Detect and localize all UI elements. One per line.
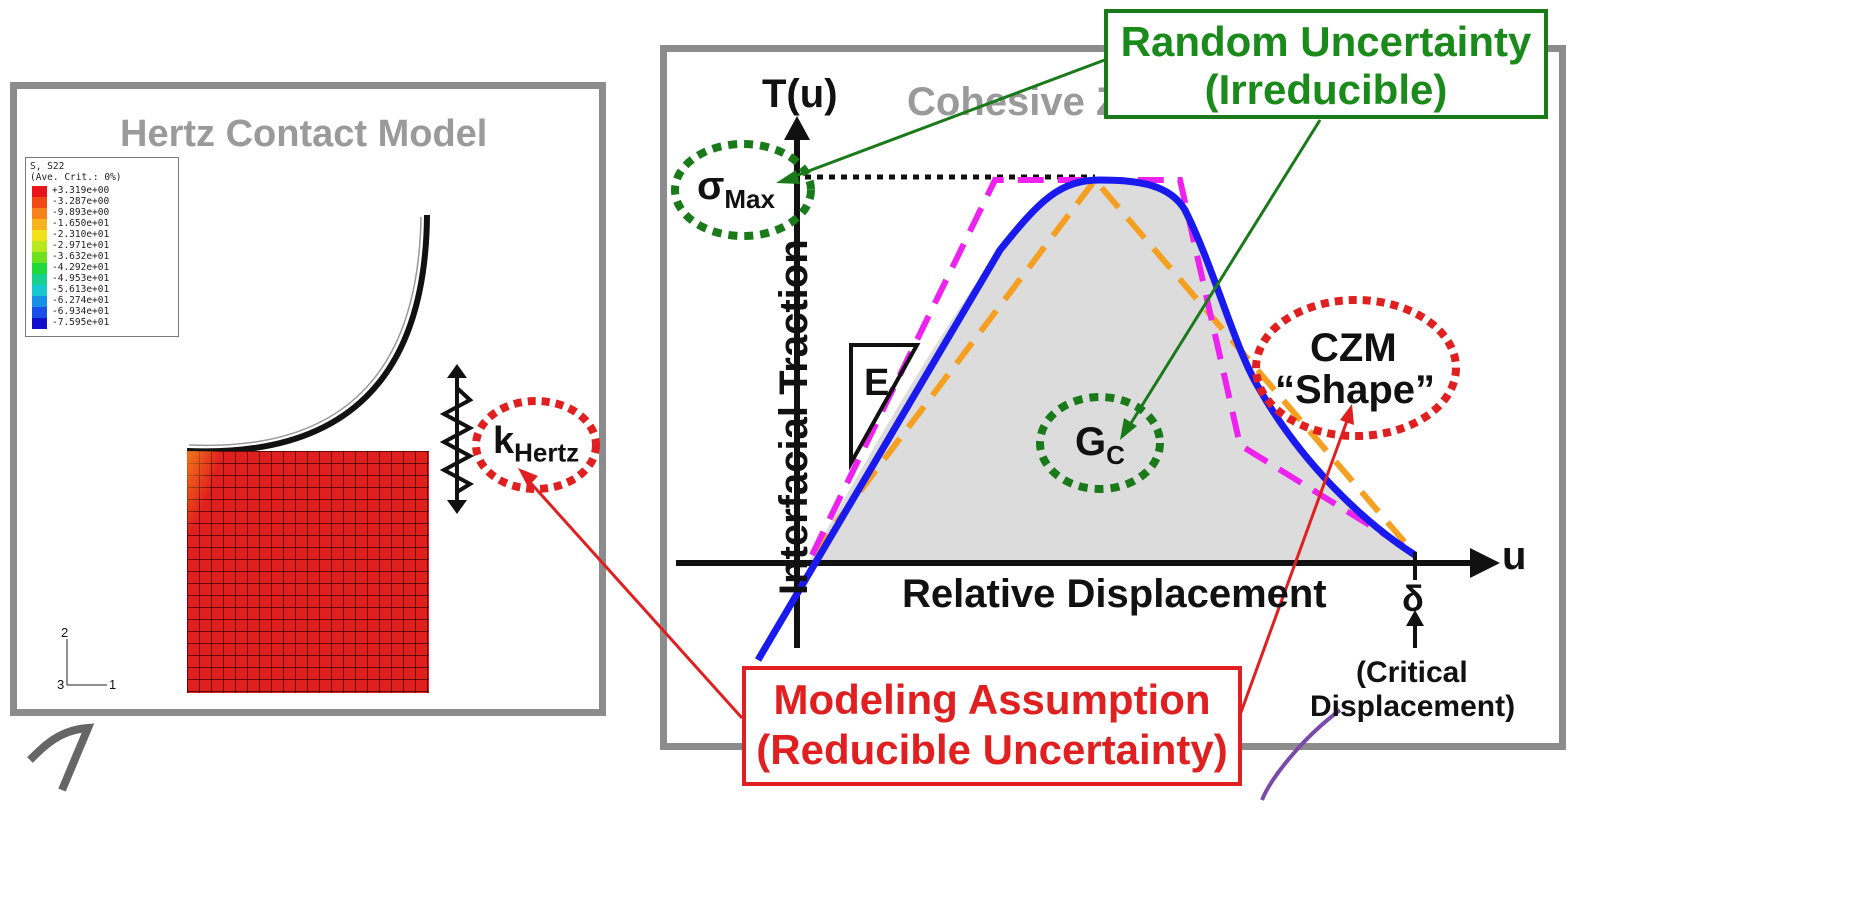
legend-value: -2.310e+01: [52, 229, 110, 240]
fracture-energy-area: [810, 180, 1415, 562]
hertz-panel-title: Hertz Contact Model: [120, 113, 488, 155]
legend-swatch: [32, 230, 47, 241]
legend-value: -4.953e+01: [52, 273, 110, 284]
legend-value: -7.595e+01: [52, 317, 110, 328]
random-uncertainty-line1: Random Uncertainty: [1120, 18, 1532, 65]
czm-shape-red-circle: [1252, 296, 1460, 440]
legend-value: -6.274e+01: [52, 295, 110, 306]
fracture-energy-label: GC: [1075, 420, 1125, 470]
k-hertz-red-circle: [472, 397, 600, 493]
legend-swatch: [32, 274, 47, 285]
legend-value: -2.971e+01: [52, 240, 110, 251]
legend-swatch: [32, 263, 47, 274]
fe-mesh-block: [187, 451, 429, 693]
legend-value: -5.613e+01: [52, 284, 110, 295]
x-axis-label: Relative Displacement: [902, 572, 1327, 616]
hertz-contact-panel: Hertz Contact Model S, S22 (Ave. Crit.: …: [10, 82, 606, 716]
x-axis-symbol: u: [1502, 534, 1527, 578]
legend-header: S, S22 (Ave. Crit.: 0%): [30, 161, 122, 183]
stiffness-label: E: [864, 362, 890, 404]
logo-fragment-right: [1260, 708, 1342, 801]
legend-value: -4.292e+01: [52, 262, 110, 273]
legend-swatch: [32, 307, 47, 318]
legend-value: -9.893e+00: [52, 207, 110, 218]
legend-swatch: [32, 318, 47, 329]
triad-y-label: 2: [61, 625, 69, 640]
legend-value: +3.319e+00: [52, 185, 110, 196]
legend-swatch: [32, 197, 47, 208]
critical-displacement-line1: (Critical: [1356, 656, 1468, 689]
contact-sphere-arc: [186, 214, 430, 455]
legend-value: -1.650e+01: [52, 218, 110, 229]
critical-displacement-line2: Displacement): [1310, 690, 1516, 723]
legend-swatch: [32, 186, 47, 197]
delta-critical-label: δ: [1402, 578, 1424, 619]
sigma-max-green-circle: [671, 140, 815, 240]
y-axis-symbol: T(u): [762, 72, 838, 116]
modeling-assumption-callout: Modeling Assumption (Reducible Uncertain…: [742, 666, 1242, 786]
axis-triad: [66, 639, 107, 686]
legend-value: -6.934e+01: [52, 306, 110, 317]
y-axis-label: Interfacial Traction: [772, 239, 816, 595]
k-hertz-label: kHertz: [493, 420, 580, 468]
modeling-assumption-line1: Modeling Assumption: [773, 676, 1211, 723]
random-uncertainty-callout: Random Uncertainty (Irreducible): [1104, 9, 1548, 119]
gc-green-circle: [1036, 393, 1164, 493]
sigma-max-label: σMax: [697, 164, 775, 214]
legend-swatch: [32, 285, 47, 296]
triad-x-label: 1: [109, 677, 117, 692]
stress-legend: S, S22 (Ave. Crit.: 0%) +3.319e+00 -3.287…: [25, 157, 179, 337]
cohesive-law-curve: [754, 176, 1417, 662]
legend-swatch: [32, 219, 47, 230]
czm-shape-label-line1: CZM: [1310, 326, 1397, 370]
legend-value: -3.287e+00: [52, 196, 110, 207]
stiffness-triangle: [849, 343, 921, 471]
legend-swatch: [32, 208, 47, 219]
legend-swatch: [32, 241, 47, 252]
czm-shape-label-line2: “Shape”: [1275, 368, 1436, 412]
logo-fragment-left: [27, 723, 95, 792]
triad-z-label: 3: [57, 677, 65, 692]
spring-icon: [439, 364, 475, 514]
legend-value: -3.632e+01: [52, 251, 110, 262]
modeling-assumption-line2: (Reducible Uncertainty): [756, 726, 1228, 773]
legend-swatch: [32, 252, 47, 263]
legend-swatch: [32, 296, 47, 307]
trapezoidal-law-curve: [809, 177, 1415, 557]
random-uncertainty-line2: (Irreducible): [1204, 66, 1448, 113]
